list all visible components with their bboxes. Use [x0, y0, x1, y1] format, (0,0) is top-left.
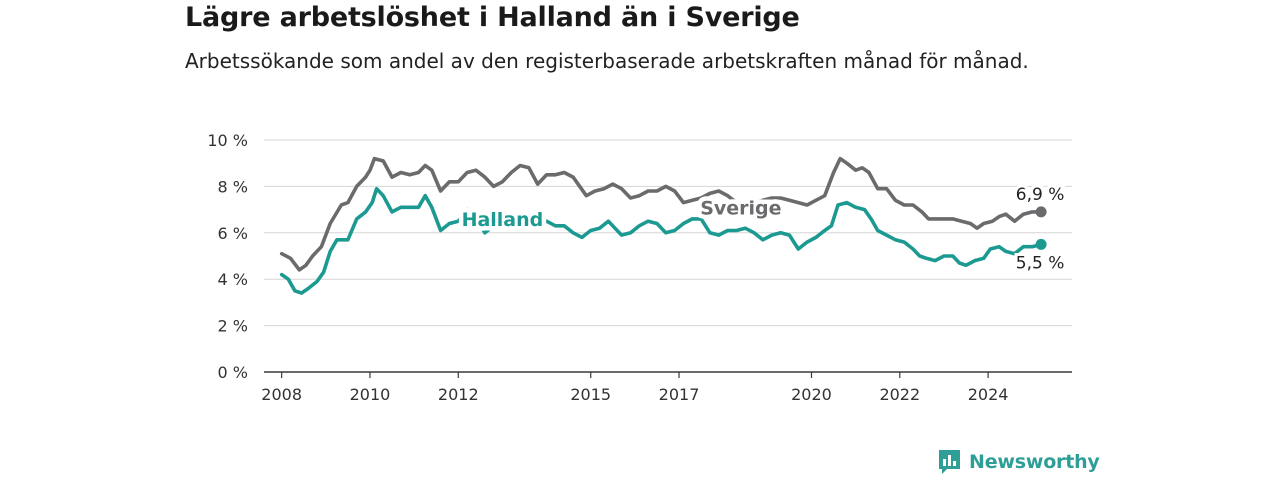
end-value-label-halland: 5,5 % — [1016, 253, 1065, 273]
y-tick-label: 0 % — [218, 363, 248, 382]
series-lines — [279, 156, 1043, 295]
x-tick-label: 2022 — [879, 385, 920, 404]
series-labels: Sverige 6,9 % Halland 5,5 % — [457, 182, 1067, 276]
y-tick-label: 8 % — [218, 177, 248, 196]
end-point-marker-sverige — [1035, 206, 1047, 218]
series-label-halland: Halland — [462, 209, 544, 231]
end-point-marker-halland — [1035, 238, 1047, 250]
y-tick-label: 6 % — [218, 224, 248, 243]
y-tick-label: 10 % — [207, 131, 248, 150]
x-tick-label: 2008 — [261, 385, 302, 404]
x-tick-label: 2010 — [350, 385, 391, 404]
x-tick-label: 2015 — [570, 385, 611, 404]
x-tick-label: 2024 — [968, 385, 1009, 404]
brand-name: Newsworthy — [969, 451, 1100, 473]
series-line-sverige — [279, 156, 1043, 272]
y-axis-ticks: 0 % 2 % 4 % 6 % 8 % 10 % — [207, 131, 248, 382]
x-tick-label: 2020 — [791, 385, 832, 404]
x-axis-ticks: 2008 2010 2012 2015 2017 2020 2022 2024 — [261, 372, 1008, 404]
newsworthy-chart-logo-icon — [939, 450, 960, 474]
x-tick-label: 2012 — [438, 385, 479, 404]
y-tick-label: 2 % — [218, 317, 248, 336]
y-tick-label: 4 % — [218, 270, 248, 289]
chart-title: Lägre arbetslöshet i Halland än i Sverig… — [185, 2, 800, 33]
series-label-sverige: Sverige — [700, 197, 781, 219]
end-value-label-sverige: 6,9 % — [1016, 185, 1065, 205]
series-line-halland — [279, 186, 1043, 295]
brand-logo: Newsworthy — [937, 449, 1100, 475]
x-tick-label: 2017 — [659, 385, 700, 404]
chart-subtitle: Arbetssökande som andel av den registerb… — [185, 49, 1029, 73]
gridlines — [264, 139, 1072, 373]
